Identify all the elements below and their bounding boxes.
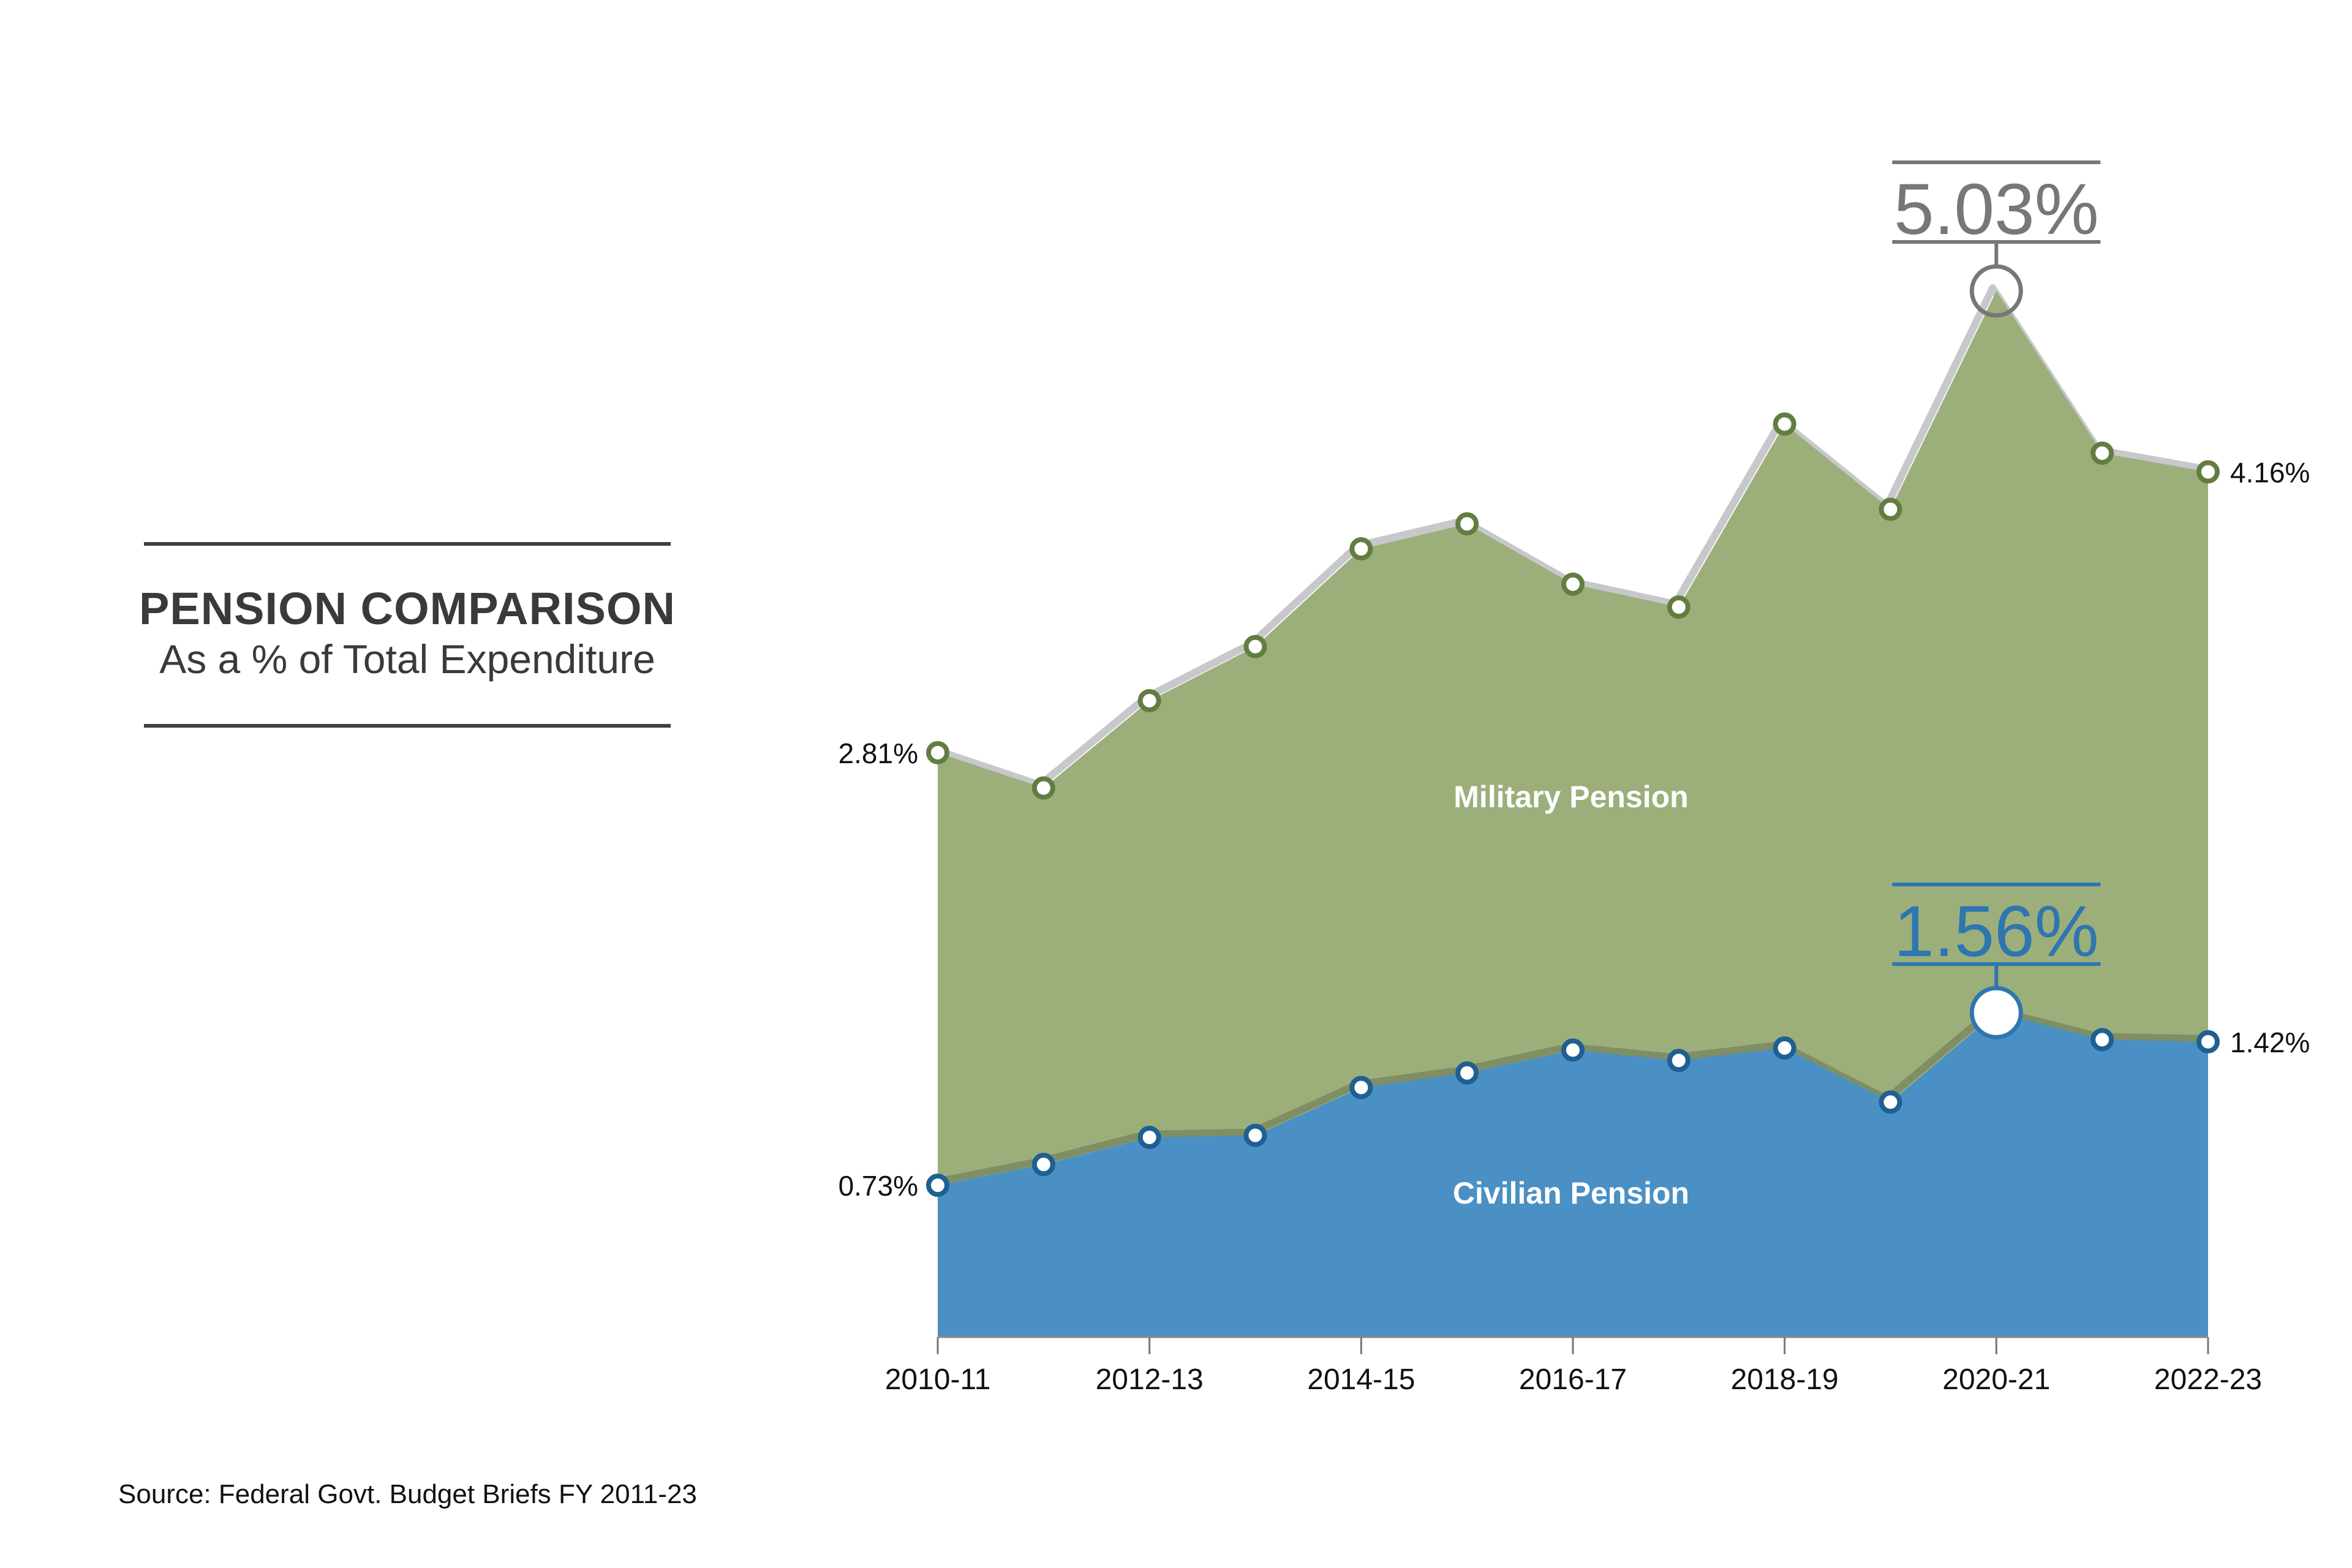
civilian-point — [1349, 1076, 1373, 1099]
civilian-point — [1773, 1036, 1796, 1060]
civilian-point — [2090, 1028, 2114, 1052]
military-point — [1561, 572, 1585, 596]
civilian-point — [1137, 1126, 1161, 1150]
military-point — [1773, 412, 1796, 436]
x-tick-label: 2010-11 — [885, 1363, 991, 1396]
military-series-label: Military Pension — [1453, 780, 1688, 814]
military-point — [2196, 460, 2220, 484]
title-block: PENSION COMPARISON As a % of Total Expen… — [132, 542, 683, 728]
civilian-series-label: Civilian Pension — [1453, 1176, 1689, 1210]
military-peak-label: 5.03% — [1894, 169, 2099, 250]
x-tick-label: 2014-15 — [1307, 1363, 1415, 1396]
x-tick-label: 2016-17 — [1519, 1363, 1627, 1396]
civilian-point — [1667, 1049, 1691, 1072]
civilian-peak-label: 1.56% — [1894, 891, 2099, 972]
x-tick-label: 2012-13 — [1096, 1363, 1204, 1396]
military-point — [1455, 512, 1479, 536]
x-tick-label: 2022-23 — [2154, 1363, 2262, 1396]
civilian-point — [1031, 1153, 1055, 1177]
source-note: Source: Federal Govt. Budget Briefs FY 2… — [118, 1479, 697, 1509]
military-end-label: 4.16% — [2230, 456, 2310, 488]
military-point — [926, 741, 949, 764]
military-start-label: 2.81% — [839, 737, 918, 769]
title-bottom-rule — [144, 724, 671, 728]
civilian-point — [1879, 1090, 1902, 1114]
civilian-point — [1243, 1123, 1267, 1147]
civilian-point — [1455, 1061, 1479, 1085]
civilian-peak-marker — [1969, 986, 2023, 1039]
x-tick-label: 2020-21 — [1942, 1363, 2050, 1396]
civilian-pension-area — [938, 1012, 2208, 1337]
military-point — [1879, 497, 1902, 521]
title-top-rule — [144, 542, 671, 546]
x-tick-label: 2018-19 — [1731, 1363, 1839, 1396]
civilian-end-label: 1.42% — [2230, 1027, 2310, 1058]
chart-title: PENSION COMPARISON — [139, 583, 676, 634]
military-point — [1667, 595, 1691, 619]
military-point — [1137, 688, 1161, 712]
chart-subtitle: As a % of Total Expenditure — [159, 636, 655, 682]
civilian-point — [1561, 1038, 1585, 1062]
civilian-point — [926, 1174, 949, 1197]
military-point — [1243, 635, 1267, 658]
military-point — [1031, 776, 1055, 800]
military-point — [2090, 441, 2114, 465]
civilian-start-label: 0.73% — [839, 1170, 918, 1202]
civilian-point — [2196, 1030, 2220, 1054]
military-point — [1349, 537, 1373, 561]
military-peak-marker — [1969, 264, 2023, 318]
